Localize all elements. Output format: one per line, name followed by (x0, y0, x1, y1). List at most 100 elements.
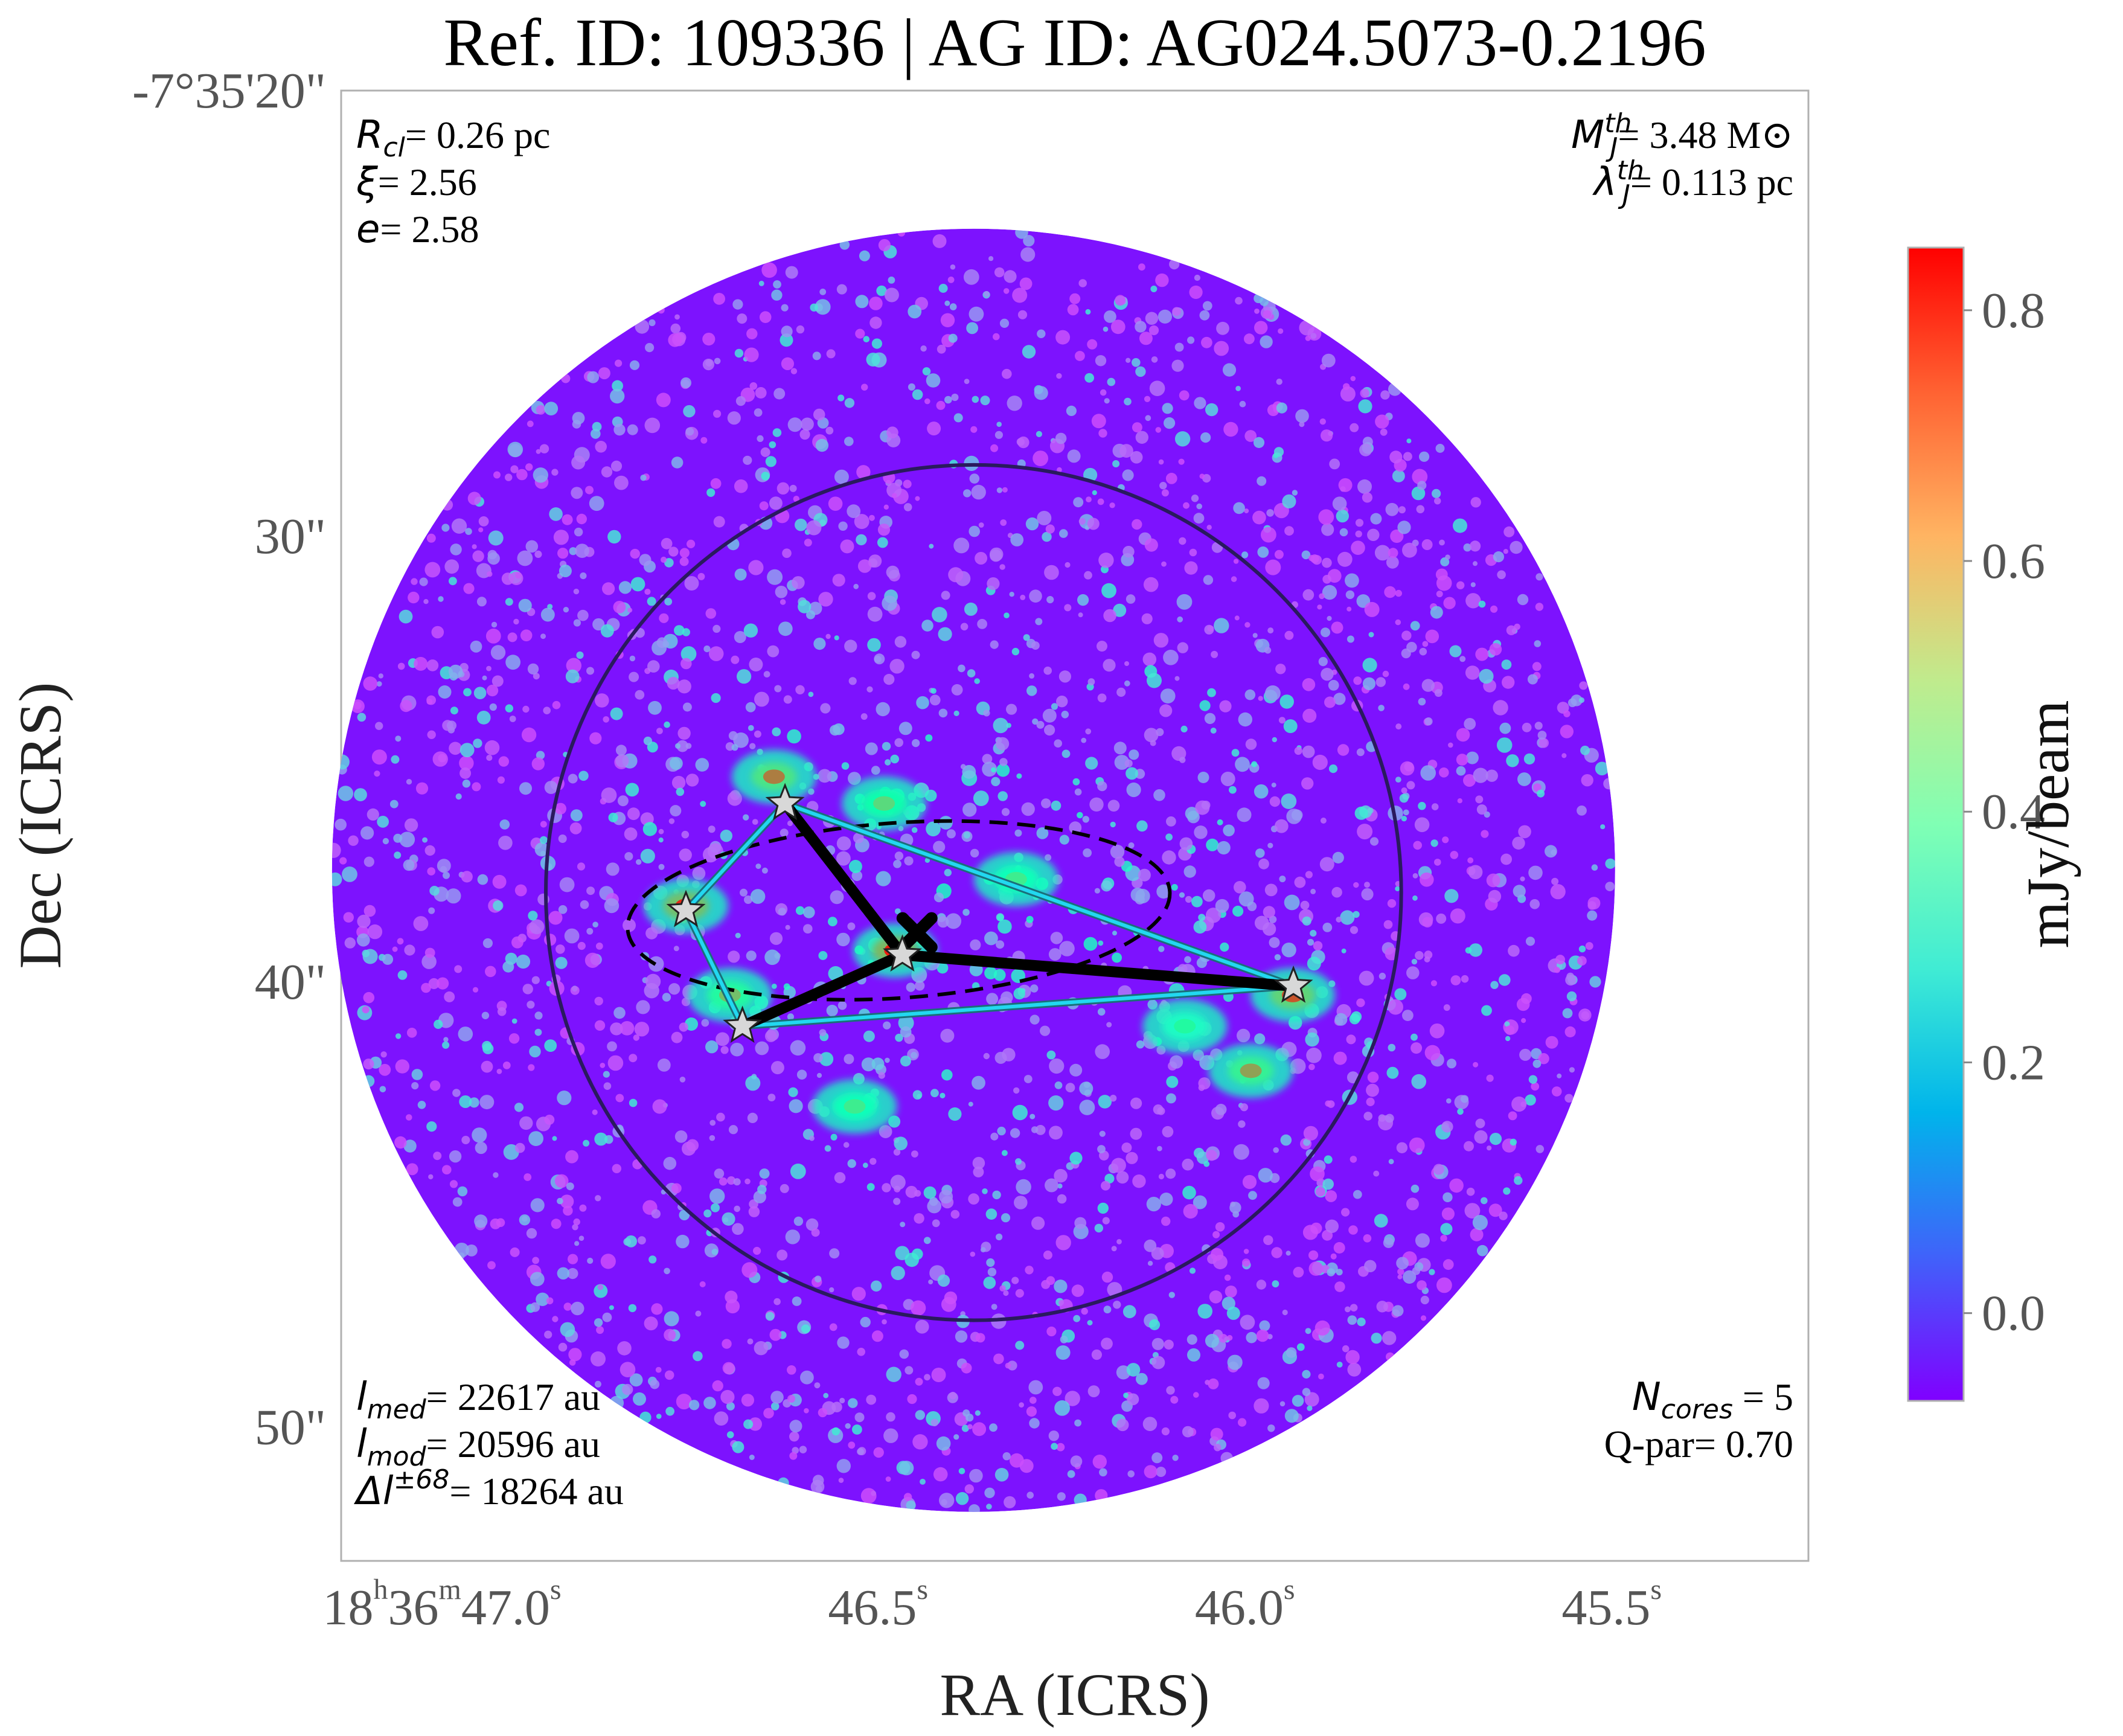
x-tick-label: 45.5s (1561, 1574, 1662, 1636)
noise-speckle (522, 984, 533, 995)
noise-speckle (1364, 1260, 1377, 1272)
noise-speckle (586, 927, 594, 935)
noise-speckle (463, 688, 472, 697)
noise-speckle (1097, 1145, 1106, 1153)
noise-speckle (1302, 1225, 1318, 1240)
noise-speckle (517, 550, 533, 566)
noise-speckle (1234, 881, 1246, 894)
noise-speckle (692, 866, 706, 880)
noise-speckle (1449, 1178, 1464, 1193)
noise-speckle (689, 1400, 700, 1411)
noise-speckle (1465, 665, 1480, 680)
noise-speckle (813, 1053, 823, 1063)
noise-speckle (400, 700, 412, 713)
noise-speckle (1338, 478, 1353, 492)
noise-speckle (424, 947, 435, 958)
noise-speckle (1002, 1048, 1016, 1062)
noise-speckle (1019, 277, 1033, 290)
noise-speckle (549, 507, 563, 521)
noise-speckle (519, 782, 532, 795)
noise-speckle (393, 833, 403, 843)
noise-speckle (970, 848, 979, 858)
noise-speckle (1101, 1180, 1110, 1191)
noise-speckle (1300, 900, 1310, 910)
noise-speckle (570, 985, 580, 995)
noise-speckle (804, 539, 812, 547)
noise-speckle (1433, 1164, 1444, 1175)
noise-speckle (1276, 379, 1282, 385)
noise-speckle (490, 645, 506, 660)
noise-speckle (834, 635, 839, 641)
noise-speckle (1203, 1161, 1210, 1167)
annotation-symbol: M (1571, 113, 1604, 158)
noise-speckle (592, 921, 598, 927)
noise-speckle (1397, 1274, 1403, 1280)
noise-speckle (622, 1383, 633, 1395)
noise-speckle (529, 919, 545, 935)
noise-speckle (772, 428, 782, 437)
noise-speckle (1347, 1315, 1357, 1325)
noise-speckle (949, 1392, 957, 1400)
noise-speckle (1223, 421, 1238, 437)
noise-speckle (1206, 1150, 1217, 1161)
noise-speckle (1345, 573, 1359, 588)
noise-speckle (377, 816, 389, 828)
noise-speckle (534, 550, 542, 559)
noise-speckle (1360, 388, 1369, 398)
noise-speckle (994, 267, 1005, 278)
noise-speckle (746, 950, 757, 961)
noise-speckle (1158, 946, 1165, 952)
noise-speckle (1402, 1010, 1414, 1021)
noise-speckle (930, 1089, 939, 1098)
noise-speckle (607, 1055, 624, 1071)
noise-speckle (1159, 482, 1167, 490)
noise-speckle (912, 389, 923, 400)
noise-speckle (866, 1183, 875, 1191)
noise-speckle (1055, 432, 1067, 444)
annotation-superscript: th (1617, 155, 1644, 186)
noise-speckle (576, 651, 584, 659)
noise-speckle (1278, 328, 1284, 335)
noise-speckle (1380, 428, 1388, 436)
annotation-value: = 0.70 (1694, 1423, 1793, 1465)
noise-speckle (1353, 882, 1359, 888)
noise-speckle (1373, 1170, 1380, 1177)
noise-speckle (1170, 1055, 1183, 1069)
noise-speckle (1138, 868, 1151, 882)
noise-speckle (1153, 789, 1165, 801)
noise-speckle (498, 756, 509, 767)
noise-speckle (1523, 753, 1535, 765)
noise-speckle (1409, 1137, 1425, 1153)
noise-speckle (1097, 498, 1104, 505)
noise-speckle (1499, 722, 1511, 734)
noise-speckle (1350, 926, 1359, 934)
noise-speckle (716, 1112, 725, 1122)
noise-speckle (749, 743, 756, 749)
noise-speckle (1397, 520, 1411, 534)
noise-speckle (1244, 333, 1255, 345)
noise-speckle (509, 716, 516, 722)
noise-speckle (1013, 987, 1025, 1000)
noise-speckle (1400, 761, 1415, 776)
noise-speckle (671, 1183, 682, 1194)
noise-speckle (873, 1447, 884, 1458)
noise-speckle (878, 239, 891, 252)
noise-speckle (848, 1441, 856, 1449)
noise-speckle (1331, 886, 1342, 898)
noise-speckle (344, 937, 356, 949)
noise-speckle (743, 814, 749, 821)
noise-speckle (1234, 615, 1240, 621)
noise-speckle (472, 550, 484, 562)
noise-speckle (1136, 1040, 1145, 1049)
noise-speckle (769, 1328, 782, 1341)
noise-speckle (983, 1052, 990, 1060)
noise-speckle (1164, 1339, 1174, 1350)
noise-speckle (1185, 807, 1199, 821)
noise-speckle (971, 484, 986, 500)
noise-speckle (1135, 431, 1149, 444)
noise-speckle (1350, 1304, 1358, 1312)
noise-speckle (578, 770, 589, 781)
noise-speckle (836, 836, 851, 851)
noise-speckle (1034, 386, 1048, 400)
